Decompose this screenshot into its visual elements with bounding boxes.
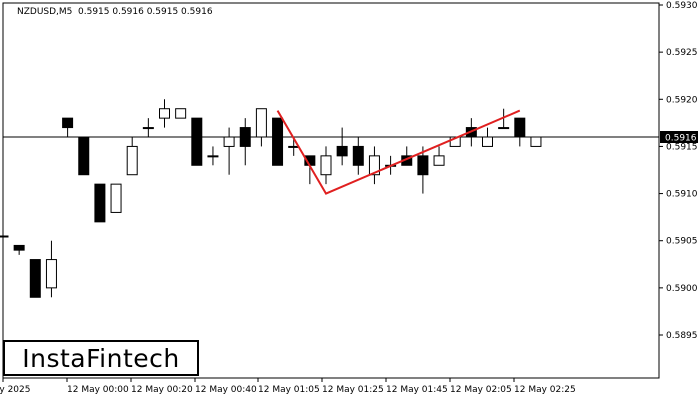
candle bbox=[223, 127, 235, 175]
candle bbox=[207, 146, 219, 166]
x-tick-label: 12 May 02:25 bbox=[514, 385, 576, 395]
candle-body bbox=[45, 259, 57, 289]
candle-body bbox=[239, 127, 251, 147]
chart-header-symbol: NZDUSD,M5 bbox=[17, 7, 72, 17]
candle bbox=[159, 99, 170, 128]
candle bbox=[191, 117, 203, 166]
y-tick-label: 0.5925 bbox=[666, 48, 698, 58]
candle bbox=[320, 146, 332, 185]
candle-body bbox=[62, 117, 74, 129]
candle-body bbox=[159, 108, 170, 119]
candle-body bbox=[207, 155, 219, 158]
y-tick-label: 0.5910 bbox=[666, 190, 698, 200]
candle bbox=[368, 146, 380, 185]
candle-body bbox=[272, 117, 284, 166]
candle bbox=[78, 136, 90, 176]
x-tick-label: 12 May 00:40 bbox=[195, 385, 257, 395]
candle bbox=[352, 137, 364, 175]
current-price-label: 0.5916 bbox=[665, 134, 697, 144]
candle bbox=[62, 117, 74, 137]
candle bbox=[13, 244, 25, 255]
candle-body bbox=[223, 136, 235, 147]
y-tick-label: 0.5930 bbox=[666, 1, 698, 11]
candle-body bbox=[417, 155, 429, 176]
x-tick-label: 12 May 01:45 bbox=[386, 385, 448, 395]
candle-body bbox=[514, 117, 526, 138]
candle bbox=[126, 137, 138, 176]
candle-body bbox=[482, 136, 493, 147]
pattern-layer bbox=[276, 109, 521, 195]
candle bbox=[336, 127, 348, 166]
candle bbox=[514, 117, 526, 147]
candle-body bbox=[320, 155, 332, 176]
candle-body bbox=[175, 108, 187, 119]
x-tick-label: 12 May 01:05 bbox=[258, 385, 320, 395]
candle-body bbox=[13, 244, 25, 251]
candle-body bbox=[336, 145, 348, 157]
candle-body bbox=[29, 259, 41, 298]
current-price-tag bbox=[660, 131, 698, 143]
double-top-pattern-line bbox=[276, 109, 521, 195]
candle-body bbox=[78, 136, 90, 176]
candle bbox=[175, 108, 187, 119]
candle-body bbox=[433, 155, 445, 166]
candle-body bbox=[255, 108, 267, 138]
candle-body bbox=[142, 127, 154, 130]
y-tick-label: 0.5895 bbox=[666, 331, 698, 341]
candle-body bbox=[0, 235, 9, 238]
y-tick-label: 0.5905 bbox=[666, 237, 698, 247]
candle bbox=[433, 146, 445, 166]
candle bbox=[272, 117, 284, 166]
candle bbox=[94, 183, 106, 223]
candle-body bbox=[449, 136, 461, 147]
candle bbox=[482, 127, 493, 147]
x-tick-label: 12 May 00:00 bbox=[67, 385, 129, 395]
y-tick-label: 0.5900 bbox=[666, 284, 698, 294]
candle-body bbox=[352, 145, 364, 166]
chart-header-ohlc: 0.5915 0.5916 0.5915 0.5916 bbox=[78, 7, 213, 17]
x-tick-label: 12 May 01:25 bbox=[322, 385, 384, 395]
logo-text: InstaFintech bbox=[22, 344, 180, 373]
candle bbox=[0, 212, 9, 246]
candle-body bbox=[288, 145, 300, 148]
candle-body bbox=[94, 183, 106, 223]
candle-body bbox=[368, 155, 380, 176]
candle-body bbox=[530, 136, 542, 147]
x-tick-label: 9 May 2025 bbox=[0, 385, 30, 395]
y-tick-label: 0.5920 bbox=[666, 95, 698, 105]
candle bbox=[239, 118, 251, 166]
instafintech-logo: InstaFintech bbox=[3, 340, 199, 376]
x-tick-label: 12 May 00:20 bbox=[131, 385, 193, 395]
y-tick-label: 0.5915 bbox=[666, 142, 698, 152]
candle-body bbox=[110, 183, 122, 213]
candle bbox=[255, 108, 267, 147]
candle-body bbox=[126, 145, 138, 176]
grid-layer bbox=[2, 2, 660, 379]
candle bbox=[45, 240, 57, 298]
candle-body bbox=[191, 117, 203, 166]
candle-body bbox=[498, 127, 510, 130]
plot-frame bbox=[2, 2, 660, 379]
candle bbox=[142, 118, 154, 137]
candle bbox=[417, 146, 429, 194]
candle bbox=[530, 136, 542, 147]
x-tick-label: 12 May 02:05 bbox=[450, 385, 512, 395]
candle bbox=[29, 259, 41, 298]
candle bbox=[110, 183, 122, 213]
